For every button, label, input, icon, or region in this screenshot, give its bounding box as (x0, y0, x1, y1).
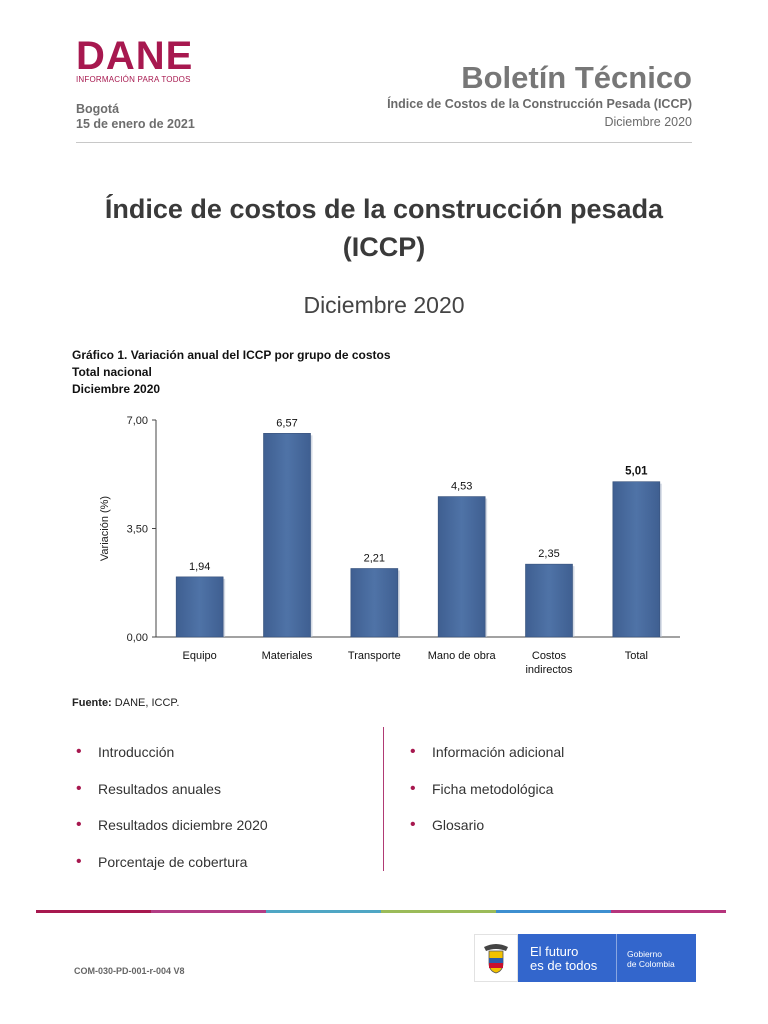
bar (437, 496, 486, 638)
footer-color-stripe (36, 910, 726, 913)
toc-item[interactable]: Glosario (408, 815, 564, 852)
stripe-segment (496, 910, 611, 913)
logo-word: DANE (76, 34, 194, 78)
toc-item[interactable]: Introducción (74, 742, 268, 779)
y-axis-label: Variación (%) (99, 496, 111, 561)
city: Bogotá (76, 102, 120, 116)
gov-name: Gobierno de Colombia (616, 934, 696, 982)
gov-slogan-line-1: El futuro (530, 944, 579, 959)
x-tick-label: Materiales (262, 650, 313, 662)
stripe-segment (36, 910, 151, 913)
caption-line-2: Total nacional (72, 365, 152, 379)
toc-item[interactable]: Porcentaje de cobertura (74, 852, 268, 889)
toc-item[interactable]: Resultados diciembre 2020 (74, 815, 268, 852)
gov-slogan: El futuro es de todos (518, 934, 616, 982)
toc-item[interactable]: Información adicional (408, 742, 564, 779)
header-divider (76, 142, 692, 143)
page-title: Índice de costos de la construcción pesa… (60, 190, 708, 266)
source-text: DANE, ICCP. (111, 697, 180, 709)
y-tick-label: 0,00 (127, 632, 148, 644)
chart-canvas: 0,00 3,50 7,00 Variación (%) 1,94 Equipo 6,57 M… (99, 415, 680, 676)
stripe-segment (266, 910, 381, 913)
x-tick-label: Transporte (348, 650, 401, 662)
gov-name-line-2: de Colombia (627, 959, 675, 969)
toc-divider (383, 727, 384, 871)
gov-name-line-1: Gobierno (627, 949, 662, 959)
bulletin-header: Boletín Técnico Índice de Costos de la C… (387, 60, 692, 130)
stripe-segment (151, 910, 266, 913)
data-label: 5,01 (625, 466, 648, 478)
stripe-segment (381, 910, 496, 913)
bar (350, 568, 399, 638)
data-label: 1,94 (189, 561, 210, 573)
toc-right: Información adicional Ficha metodológica… (408, 742, 564, 852)
y-tick-label: 3,50 (127, 524, 148, 536)
source-note: Fuente: DANE, ICCP. (72, 697, 179, 709)
caption-line-3: Diciembre 2020 (72, 382, 161, 396)
data-label: 6,57 (276, 417, 297, 429)
y-tick-label: 7,00 (127, 415, 148, 427)
x-tick-label: indirectos (525, 664, 573, 676)
issue-date: 15 de enero de 2021 (76, 117, 195, 131)
place-date: Bogotá 15 de enero de 2021 (76, 102, 195, 132)
data-label: 4,53 (451, 481, 472, 493)
x-tick-label: Total (625, 650, 648, 662)
bar (263, 433, 311, 638)
logo-tagline: INFORMACIÓN PARA TODOS (76, 75, 191, 84)
stripe-segment (611, 910, 726, 913)
data-label: 2,21 (364, 552, 385, 564)
bulletin-period: Diciembre 2020 (604, 115, 692, 129)
gov-colombia-logo: El futuro es de todos Gobierno de Colomb… (474, 934, 696, 982)
source-label: Fuente: (72, 697, 112, 709)
bulletin-title: Boletín Técnico (461, 60, 692, 95)
chart-caption: Gráfico 1. Variación anual del ICCP por … (72, 347, 391, 398)
x-tick-label: Mano de obra (428, 650, 497, 662)
x-tick-label: Equipo (183, 650, 217, 662)
toc-left: Introducción Resultados anuales Resultad… (74, 742, 268, 888)
dane-logo: DANE INFORMACIÓN PARA TODOS (76, 34, 194, 84)
document-code: COM-030-PD-001-r-004 V8 (74, 966, 185, 976)
x-tick-label: Costos (532, 650, 567, 662)
gov-slogan-line-2: es de todos (530, 958, 598, 973)
bar (175, 576, 224, 638)
bar-chart: 0,00 3,50 7,00 Variación (%) 1,94 Equipo 6,57 M… (60, 405, 700, 685)
colombia-coat-of-arms-icon (474, 934, 518, 982)
bar (525, 563, 573, 638)
title-line-2: (ICCP) (342, 232, 426, 262)
caption-line-1: Gráfico 1. Variación anual del ICCP por … (72, 348, 391, 362)
toc-item[interactable]: Ficha metodológica (408, 779, 564, 816)
title-line-1: Índice de costos de la construcción pesa… (104, 194, 664, 224)
bar (612, 481, 661, 638)
page-period: Diciembre 2020 (303, 292, 465, 318)
bulletin-subtitle: Índice de Costos de la Construcción Pesa… (387, 97, 692, 111)
data-label: 2,35 (538, 548, 559, 560)
toc-item[interactable]: Resultados anuales (74, 779, 268, 816)
